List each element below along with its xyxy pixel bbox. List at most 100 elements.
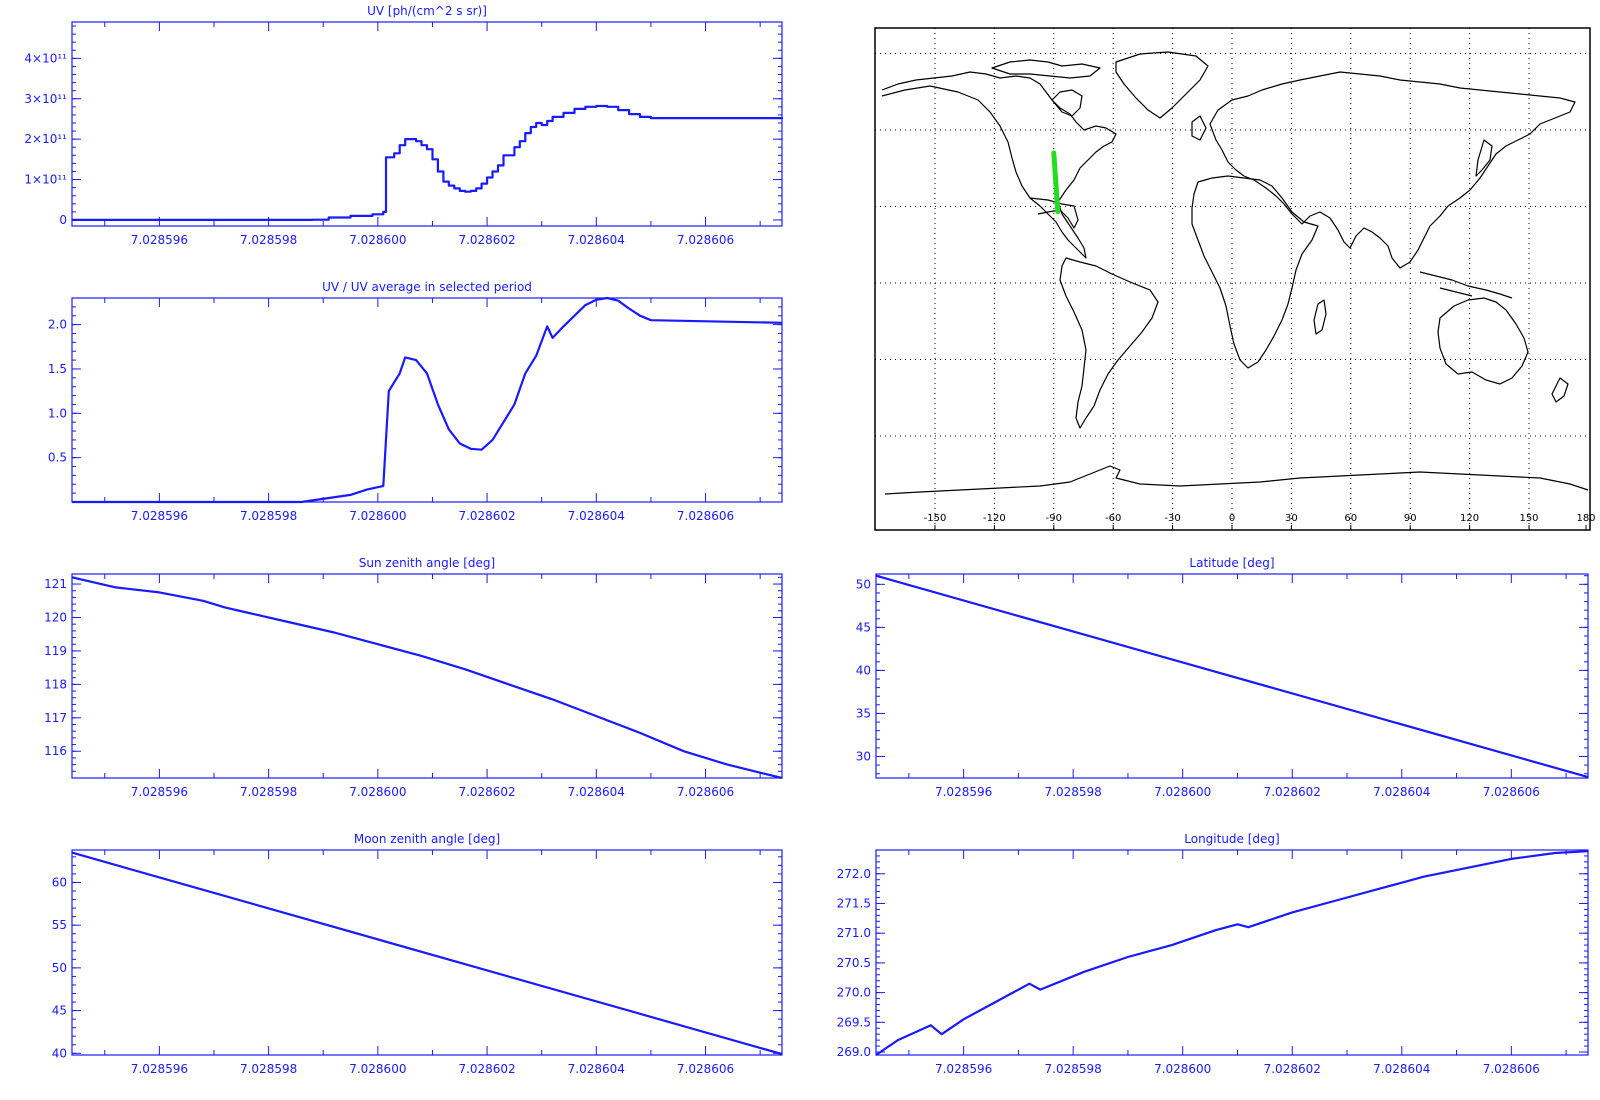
map-lon-tick-label: 60: [1344, 513, 1357, 524]
x-tick-label: 7.028602: [458, 1062, 515, 1076]
map-lon-tick-label: -60: [1105, 513, 1121, 524]
coast-madagascar: [1313, 299, 1327, 335]
plot-frame: [71, 297, 783, 503]
x-tick-label: 7.028600: [349, 509, 406, 523]
x-tick-label: 7.028604: [1373, 785, 1430, 799]
y-tick-label: 2×10¹¹: [24, 132, 67, 146]
x-tick-label: 7.028604: [568, 509, 625, 523]
x-tick-label: 7.028606: [677, 785, 734, 799]
y-tick-label: 119: [44, 644, 67, 658]
x-tick-label: 7.028602: [458, 233, 515, 247]
x-tick-label: 7.028602: [458, 785, 515, 799]
map-lon-tick-label: 0: [1229, 513, 1235, 524]
map-longitude-ticks: -150 -120 -90 -60 -30 0 30 60 90 120 150 180: [924, 513, 1596, 530]
plot-frame: [71, 573, 783, 779]
coast-greenland: [1115, 51, 1209, 119]
y-tick-label: 120: [44, 610, 67, 624]
x-tick-label: 7.028596: [131, 1062, 188, 1076]
series-line-sun-zenith: [71, 576, 783, 780]
plot-frame: [71, 849, 783, 1056]
x-tick-label: 7.028602: [458, 509, 515, 523]
chart-title: Longitude [deg]: [1184, 832, 1279, 846]
y-tick-label: 35: [856, 706, 871, 720]
x-tick-label: 7.028598: [1045, 785, 1102, 799]
chart-uv: UV [ph/(cm^2 s sr)] 7.028596 7.028598 7.028…: [24, 4, 784, 247]
map-lon-tick-label: -30: [1164, 513, 1180, 524]
coast-hudson-bay: [1051, 89, 1083, 117]
x-tick-label: 7.028596: [935, 785, 992, 799]
y-tick-label: 40: [52, 1046, 67, 1060]
x-tick-label: 7.028604: [568, 1062, 625, 1076]
x-tick-label: 7.028596: [131, 233, 188, 247]
x-tick-label: 7.028604: [568, 233, 625, 247]
x-tick-label: 7.028598: [1045, 1062, 1102, 1076]
chart-uv-ratio: UV / UV average in selected period 7.0285…: [48, 280, 783, 523]
world-map-panel: -150 -120 -90 -60 -30 0 30 60 90 120 150 180: [874, 27, 1596, 531]
x-tick-label: 7.028598: [240, 785, 297, 799]
y-tick-label: 45: [856, 620, 871, 634]
x-tick-label: 7.028598: [240, 509, 297, 523]
plot-frame: [71, 21, 783, 227]
y-tick-label: 121: [44, 577, 67, 591]
map-lon-tick-label: -90: [1046, 513, 1062, 524]
y-tick-label: 269.5: [837, 1015, 871, 1029]
map-lon-tick-label: 120: [1460, 513, 1479, 524]
x-tick-label: 7.028604: [568, 785, 625, 799]
y-tick-label: 271.5: [837, 896, 871, 910]
y-tick-label: 270.5: [837, 956, 871, 970]
coast-uk: [1191, 115, 1207, 141]
series-line-moon-zenith: [71, 851, 783, 1056]
y-tick-label: 4×10¹¹: [24, 51, 67, 65]
y-tick-label: 0.5: [48, 451, 67, 465]
y-tick-label: 1×10¹¹: [24, 173, 67, 187]
chart-moon-zenith: Moon zenith angle [deg] 7.028596 7.028598 7…: [52, 832, 783, 1076]
map-lon-tick-label: 90: [1404, 513, 1417, 524]
y-tick-label: 2.0: [48, 318, 67, 332]
coast-arctic-islands: [991, 59, 1101, 79]
plot-frame: [875, 849, 1589, 1056]
x-tick-label: 7.028606: [677, 1062, 734, 1076]
series-line-uv-ratio: [72, 296, 783, 504]
satellite-track-line: [1051, 150, 1061, 215]
x-tick-label: 7.028606: [677, 509, 734, 523]
map-lon-tick-label: -150: [924, 513, 947, 524]
y-tick-label: 55: [52, 918, 67, 932]
x-tick-label: 7.028602: [1264, 785, 1321, 799]
map-lon-tick-label: 180: [1576, 513, 1595, 524]
series-line-latitude: [875, 574, 1589, 779]
x-tick-label: 7.028596: [131, 785, 188, 799]
y-tick-label: 60: [52, 875, 67, 889]
chart-title: Moon zenith angle [deg]: [354, 832, 500, 846]
coast-japan: [1475, 139, 1493, 177]
coast-indonesia: [1419, 271, 1513, 299]
y-tick-label: 1.5: [48, 362, 67, 376]
y-tick-label: 50: [856, 577, 871, 591]
x-tick-label: 7.028600: [349, 1062, 406, 1076]
plot-frame: [875, 573, 1589, 779]
y-tick-label: 40: [856, 663, 871, 677]
chart-longitude: Longitude [deg] 7.028596 7.028598 7.028600 7…: [837, 832, 1589, 1076]
map-lon-tick-label: 30: [1285, 513, 1298, 524]
coast-antarctica: [884, 465, 1589, 495]
y-tick-label: 118: [44, 677, 67, 691]
map-graticule: [875, 28, 1590, 530]
y-tick-label: 50: [52, 961, 67, 975]
chart-title: UV / UV average in selected period: [322, 280, 532, 294]
plots-layer: UV [ph/(cm^2 s sr)] 7.028596 7.028598 7.028…: [24, 4, 1589, 1076]
x-tick-label: 7.028596: [935, 1062, 992, 1076]
x-tick-label: 7.028598: [240, 233, 297, 247]
y-tick-label: 3×10¹¹: [24, 92, 67, 106]
map-lon-tick-label: 150: [1519, 513, 1538, 524]
y-tick-label: 30: [856, 749, 871, 763]
coast-australia: [1437, 297, 1529, 385]
chart-title: UV [ph/(cm^2 s sr)]: [367, 4, 487, 18]
coast-north-america: [881, 71, 1117, 259]
series-line-longitude: [875, 850, 1589, 1056]
x-tick-label: 7.028600: [1154, 785, 1211, 799]
x-tick-label: 7.028600: [349, 233, 406, 247]
map-coastlines: [881, 51, 1589, 495]
y-tick-label: 45: [52, 1004, 67, 1018]
y-tick-label: 272.0: [837, 867, 871, 881]
x-tick-label: 7.028600: [1154, 1062, 1211, 1076]
